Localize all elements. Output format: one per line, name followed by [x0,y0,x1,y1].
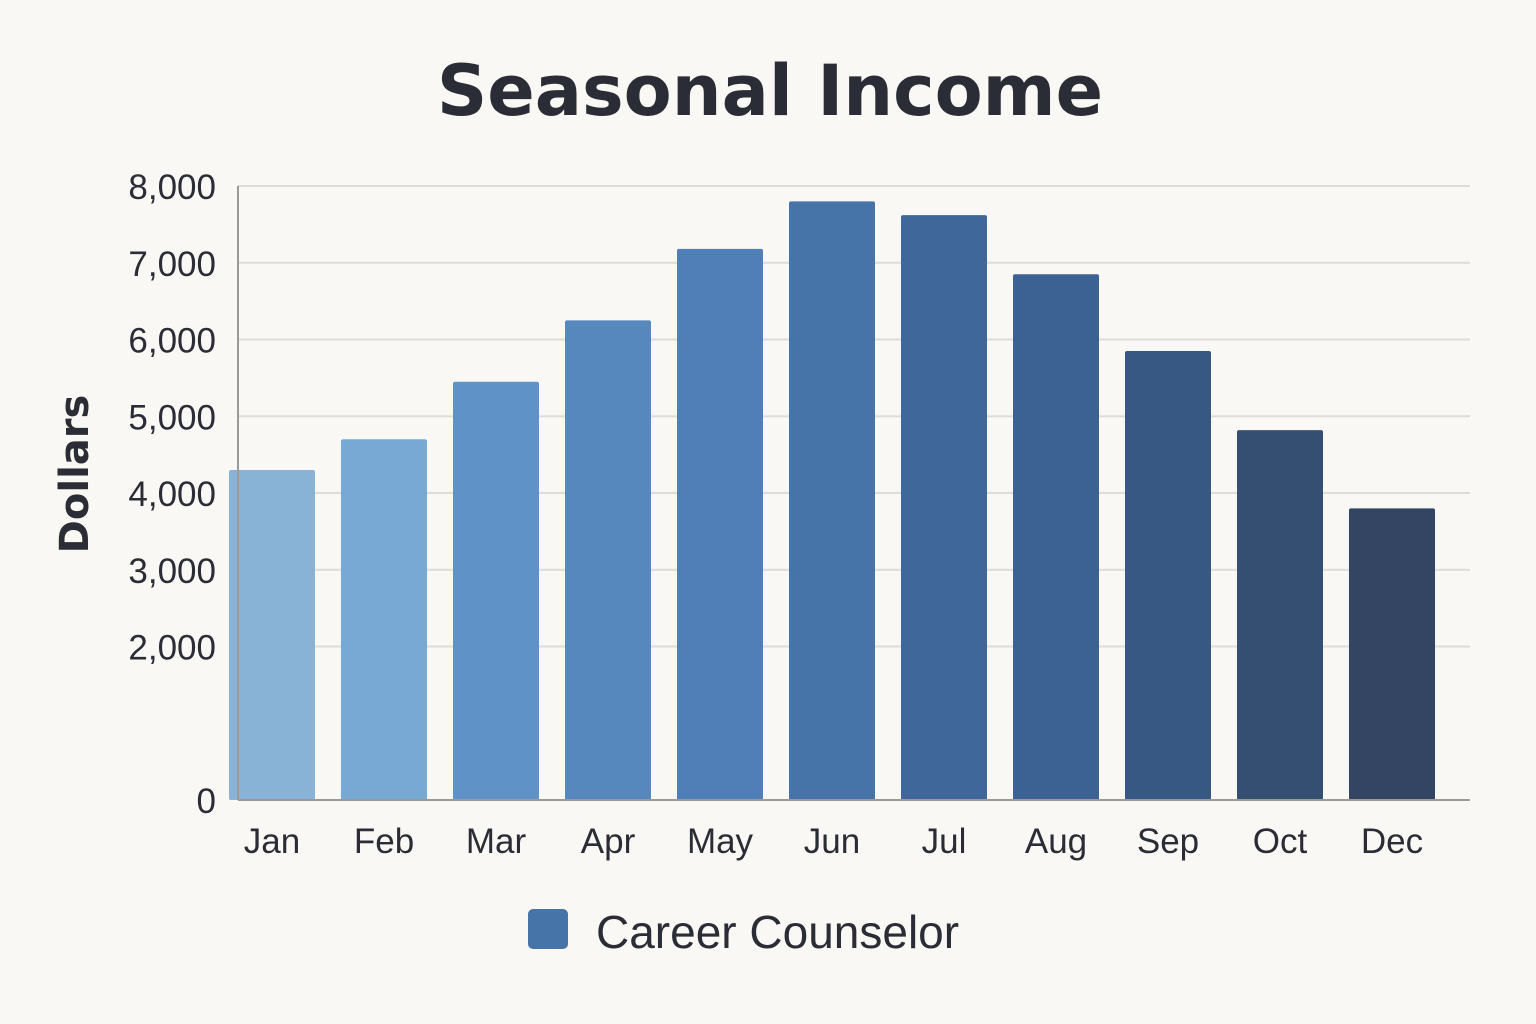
bar-oct [1237,430,1323,800]
x-tick-labels: Jan Feb Mar Apr May Jun Jul Aug Sep Oct Dec [244,822,1423,861]
x-tick-label: Jun [804,822,860,861]
x-tick-label: Oct [1253,822,1308,861]
legend: Career Counselor [528,906,959,958]
y-tick-label: 2,000 [128,629,216,668]
y-tick-label: 3,000 [128,552,216,591]
legend-swatch [528,909,568,949]
bar-feb [341,439,427,800]
x-tick-label: Dec [1361,822,1423,861]
y-tick-label: 8,000 [128,168,216,207]
bar-dec [1349,508,1435,800]
bar-aug [1013,274,1099,800]
x-tick-label: May [687,822,754,861]
x-tick-label: Apr [581,822,636,861]
x-tick-label: Aug [1025,822,1087,861]
y-tick-label: 0 [197,782,216,821]
y-tick-label: 5,000 [128,398,216,437]
x-tick-label: Mar [466,822,527,861]
x-tick-label: Feb [354,822,414,861]
bar-jan [229,469,315,800]
y-tick-label: 4,000 [128,475,216,514]
x-tick-label: Jul [922,822,967,861]
legend-label: Career Counselor [596,906,959,958]
x-tick-label: Sep [1137,822,1199,861]
chart-title: Seasonal Income [437,50,1103,132]
bar-apr [565,320,651,800]
bar-jul [901,215,987,801]
bar-sep [1125,351,1211,800]
bar-jun [789,201,875,801]
y-tick-label: 6,000 [128,322,216,361]
bars [229,201,1435,801]
bar-mar [453,381,539,800]
y-tick-labels: 0 2,000 3,000 4,000 5,000 6,000 7,000 8,000 [128,168,216,821]
x-tick-label: Jan [244,822,300,861]
bar-may [677,248,763,800]
y-tick-label: 7,000 [128,245,216,284]
y-axis-label: Dollars [52,395,98,554]
